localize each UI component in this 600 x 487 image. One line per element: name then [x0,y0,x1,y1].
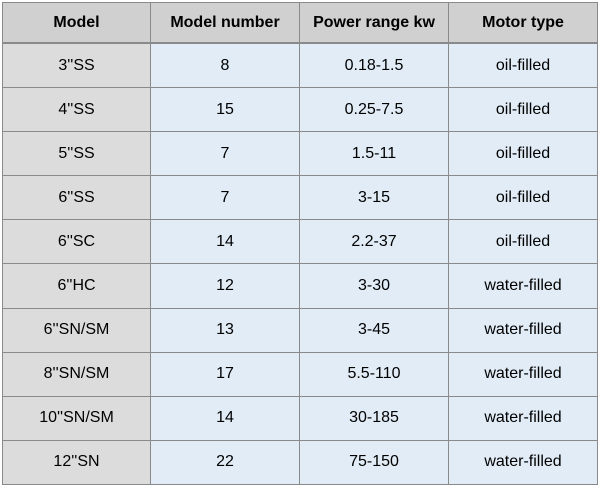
table-row: 6''SN/SM 13 3-45 water-filled [2,307,598,353]
cell-model-number: 14 [150,219,300,265]
table-row: 3''SS 8 0.18-1.5 oil-filled [2,42,598,89]
cell-power-range: 2.2-37 [299,219,449,265]
cell-model: 6''SC [2,219,151,265]
cell-motor-type: water-filled [448,351,598,397]
cell-motor-type: water-filled [448,307,598,353]
header-model: Model [2,2,151,44]
cell-motor-type: water-filled [448,263,598,309]
header-motor-type: Motor type [448,2,598,44]
cell-model-number: 22 [150,439,300,486]
cell-model: 6''SS [2,175,151,221]
cell-model: 3''SS [2,42,151,89]
cell-power-range: 1.5-11 [299,131,449,177]
table-body: 3''SS 8 0.18-1.5 oil-filled 4''SS 15 0.2… [2,42,598,486]
cell-model: 4''SS [2,87,151,133]
cell-power-range: 0.25-7.5 [299,87,449,133]
cell-power-range: 0.18-1.5 [299,42,449,89]
table-row: 8''SN/SM 17 5.5-110 water-filled [2,351,598,397]
cell-model: 8''SN/SM [2,351,151,397]
header-row: Model Model number Power range kw Motor … [2,2,598,44]
header-power-range: Power range kw [299,2,449,44]
cell-model-number: 14 [150,395,300,441]
cell-model-number: 12 [150,263,300,309]
cell-model: 6''SN/SM [2,307,151,353]
table-row: 4''SS 15 0.25-7.5 oil-filled [2,87,598,133]
cell-model-number: 7 [150,175,300,221]
cell-power-range: 75-150 [299,439,449,486]
cell-motor-type: water-filled [448,439,598,486]
cell-power-range: 3-15 [299,175,449,221]
table-header: Model Model number Power range kw Motor … [2,2,598,44]
table-row: 10''SN/SM 14 30-185 water-filled [2,395,598,441]
cell-model-number: 13 [150,307,300,353]
table-row: 12''SN 22 75-150 water-filled [2,439,598,486]
cell-model-number: 15 [150,87,300,133]
cell-model: 5''SS [2,131,151,177]
cell-motor-type: oil-filled [448,87,598,133]
table-row: 6''HC 12 3-30 water-filled [2,263,598,309]
cell-motor-type: water-filled [448,395,598,441]
table-row: 6''SS 7 3-15 oil-filled [2,175,598,221]
cell-motor-type: oil-filled [448,131,598,177]
cell-model: 6''HC [2,263,151,309]
cell-power-range: 5.5-110 [299,351,449,397]
cell-motor-type: oil-filled [448,219,598,265]
cell-model: 10''SN/SM [2,395,151,441]
cell-power-range: 30-185 [299,395,449,441]
cell-model-number: 8 [150,42,300,89]
cell-motor-type: oil-filled [448,42,598,89]
cell-motor-type: oil-filled [448,175,598,221]
table-row: 6''SC 14 2.2-37 oil-filled [2,219,598,265]
cell-model-number: 7 [150,131,300,177]
table-row: 5''SS 7 1.5-11 oil-filled [2,131,598,177]
cell-model-number: 17 [150,351,300,397]
cell-model: 12''SN [2,439,151,486]
header-model-number: Model number [150,2,300,44]
cell-power-range: 3-45 [299,307,449,353]
cell-power-range: 3-30 [299,263,449,309]
